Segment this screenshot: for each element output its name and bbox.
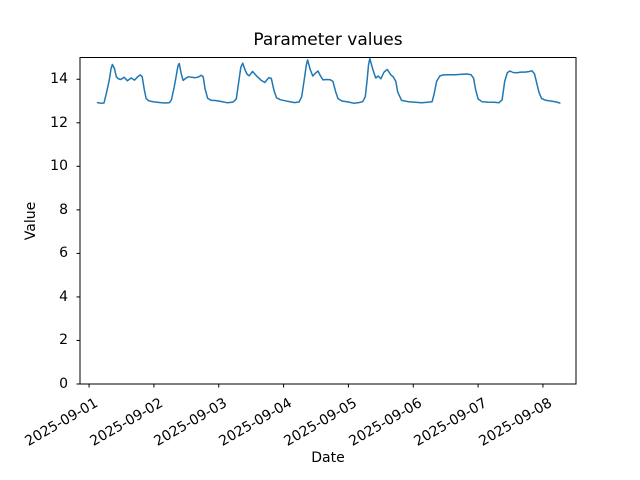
y-tick-label: 14 [50, 71, 68, 88]
data-line [96, 57, 561, 104]
x-axis-label: Date [311, 450, 345, 466]
y-tick-label: 2 [59, 332, 68, 349]
y-tick-label: 10 [50, 158, 68, 175]
y-tick-label: 4 [59, 288, 68, 305]
y-tick-label: 0 [59, 376, 68, 392]
y-tick-label: 8 [59, 201, 68, 218]
y-tick-label: 6 [59, 245, 68, 262]
plot-frame [79, 57, 577, 385]
y-tick-label: 12 [50, 114, 68, 131]
chart-title: Parameter values [253, 30, 403, 50]
